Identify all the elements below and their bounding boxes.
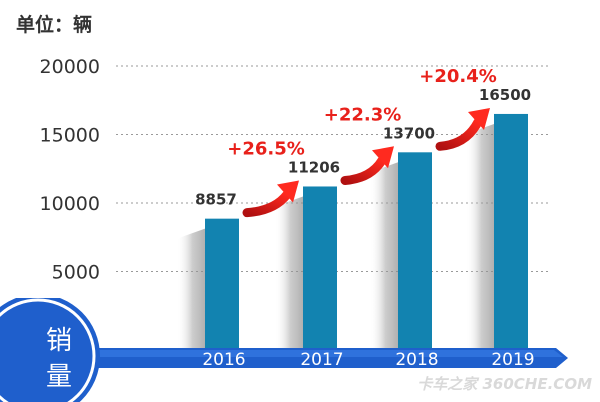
value-label: 16500 (479, 86, 531, 104)
bar-shadow (466, 123, 494, 348)
bar-shadow (177, 228, 205, 348)
xtick-label: 2019 (491, 350, 534, 370)
bar-2017 (303, 186, 337, 350)
bar-shadow (275, 196, 303, 348)
value-label: 13700 (383, 124, 435, 142)
ytick-label: 10000 (40, 193, 100, 215)
x-axis-band-highlight (0, 350, 563, 357)
ylabel-char-2: 量 (46, 362, 73, 392)
xtick-label: 2016 (202, 350, 245, 370)
ytick-label: 15000 (40, 125, 100, 147)
ylabel-badge: 销 量 (0, 298, 124, 402)
growth-arrow: +22.3% (324, 104, 402, 185)
growth-arrow: +26.5% (227, 138, 305, 218)
xtick-label: 2017 (300, 350, 343, 370)
bar-shadow (370, 162, 398, 348)
growth-label: +20.4% (419, 66, 497, 87)
bar-2019 (494, 113, 528, 350)
watermark: 卡车之家 360CHE.COM (417, 375, 592, 393)
ylabel-char-1: 销 (46, 326, 73, 356)
growth-label: +22.3% (324, 104, 402, 125)
xtick-label: 2018 (395, 350, 438, 370)
value-label: 11206 (288, 158, 340, 176)
value-label: 8857 (195, 191, 237, 209)
ytick-label: 5000 (52, 262, 100, 284)
bar-2018 (398, 152, 432, 350)
unit-label: 单位：辆 (16, 14, 93, 36)
growth-arrow: +20.4% (419, 66, 497, 151)
ytick-label: 20000 (40, 56, 100, 78)
growth-label: +26.5% (227, 138, 305, 159)
bar-2016 (205, 218, 239, 350)
